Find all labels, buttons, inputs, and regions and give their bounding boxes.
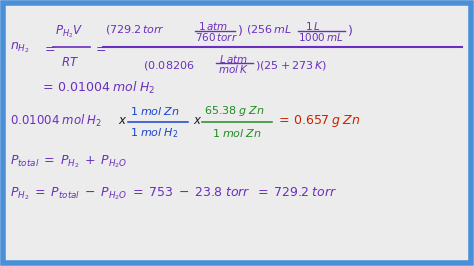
Text: $P_{H_2}\;=\;P_{total}\;-\;P_{H_2O}\;=\;753\;-\;23.8\;torr\;\;=\;729.2\;torr$: $P_{H_2}\;=\;P_{total}\;-\;P_{H_2O}\;=\;…	[10, 186, 337, 202]
Text: $1000\,mL$: $1000\,mL$	[298, 31, 343, 43]
Text: $=\,0.01004\;mol\;H_2$: $=\,0.01004\;mol\;H_2$	[40, 80, 155, 96]
Text: $)$: $)$	[347, 23, 353, 38]
Text: $760\,torr$: $760\,torr$	[195, 31, 238, 43]
Text: $x$: $x$	[193, 114, 202, 127]
Text: $(0.08206$: $(0.08206$	[143, 59, 195, 72]
Text: $n_{H_2}$: $n_{H_2}$	[10, 41, 30, 55]
Text: $1\,L$: $1\,L$	[305, 20, 320, 32]
Text: $P_{H_2}V$: $P_{H_2}V$	[55, 24, 83, 40]
Text: $=$: $=$	[42, 41, 55, 55]
Text: $(729.2\,torr$: $(729.2\,torr$	[105, 23, 165, 36]
Text: $RT$: $RT$	[61, 56, 79, 69]
Text: $mol\,K$: $mol\,K$	[218, 63, 248, 75]
FancyBboxPatch shape	[3, 3, 471, 263]
Text: $0.01004\;mol\;H_2$: $0.01004\;mol\;H_2$	[10, 113, 102, 129]
Text: $65.38\;g\;Zn$: $65.38\;g\;Zn$	[204, 104, 265, 118]
Text: $1\;mol\;Zn$: $1\;mol\;Zn$	[130, 105, 180, 117]
Text: $)$: $)$	[237, 23, 243, 38]
Text: $L\,atm$: $L\,atm$	[219, 53, 248, 65]
Text: $)(25+273\,K)$: $)(25+273\,K)$	[255, 59, 327, 72]
Text: $1\,atm$: $1\,atm$	[198, 20, 228, 32]
Text: $1\;mol\;Zn$: $1\;mol\;Zn$	[212, 127, 262, 139]
Text: $(256\,mL$: $(256\,mL$	[246, 23, 292, 36]
Text: $1\;mol\;H_2$: $1\;mol\;H_2$	[130, 126, 178, 140]
Text: $=\,0.657\;g\;Zn$: $=\,0.657\;g\;Zn$	[276, 113, 361, 129]
Text: $x$: $x$	[118, 114, 128, 127]
Text: $P_{total}\;=\;P_{H_2}\;+\;P_{H_2O}$: $P_{total}\;=\;P_{H_2}\;+\;P_{H_2O}$	[10, 154, 128, 170]
Text: $=$: $=$	[93, 41, 107, 55]
